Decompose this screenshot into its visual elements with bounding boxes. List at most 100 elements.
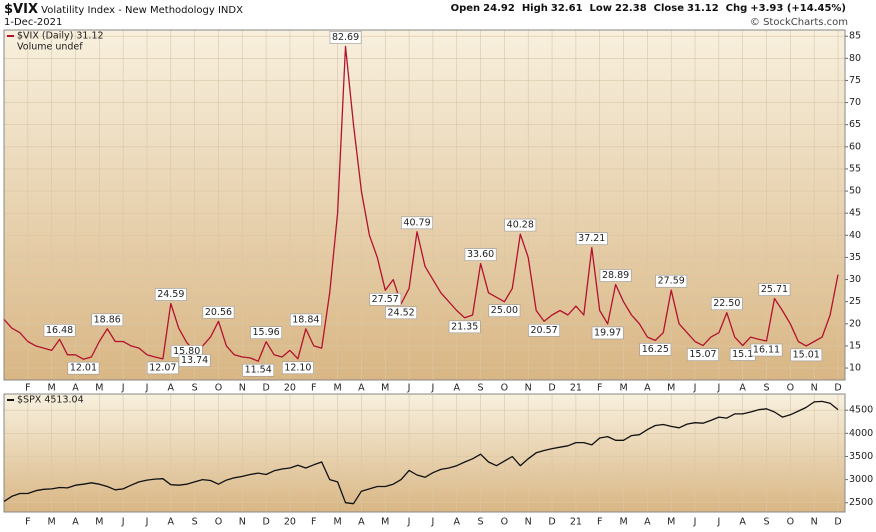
x-tick-label: A	[644, 517, 651, 528]
value-label-box	[178, 354, 211, 367]
value-label-box	[528, 323, 561, 337]
x-tick-label: O	[787, 383, 794, 394]
x-tick-label: M	[333, 383, 341, 394]
x-tick-label: 21	[570, 383, 582, 394]
value-label-text: 22.50	[713, 298, 740, 309]
value-label-text: 40.28	[507, 220, 534, 231]
x-tick-label: J	[121, 517, 125, 528]
x-tick-label: F	[25, 517, 30, 528]
y-tick-label: 4000	[849, 428, 873, 439]
value-label-text: 15.07	[689, 349, 716, 360]
x-tick-label: S	[478, 517, 484, 528]
x-tick-label: J	[693, 517, 697, 528]
value-label-box	[289, 313, 322, 327]
y-tick-label: 10	[849, 363, 861, 374]
value-label-box	[202, 306, 235, 319]
x-tick-label: A	[358, 517, 365, 528]
value-label-text: 25.71	[761, 284, 788, 295]
x-tick-label: O	[215, 517, 222, 528]
x-tick-label: A	[358, 383, 365, 394]
symbol: $VIX	[4, 2, 38, 17]
value-label-box	[687, 348, 719, 361]
x-tick-label: M	[48, 383, 56, 394]
value-label-box	[448, 320, 481, 334]
x-tick-label: M	[381, 517, 389, 528]
quote-row: Open 24.92 High 32.61 Low 22.38 Close 31.12 Chg +…	[444, 3, 846, 14]
x-tick-label: F	[311, 517, 316, 528]
x-tick-label: A	[739, 517, 746, 528]
x-tick-label: 20	[284, 517, 296, 528]
y-tick-label: 85	[849, 31, 861, 42]
value-label: 12.10	[281, 361, 314, 375]
x-tick-label: J	[145, 517, 149, 528]
legend-label: $SPX 4513.04	[17, 395, 84, 406]
exchange: INDX	[217, 5, 243, 16]
x-tick-label: D	[834, 383, 841, 394]
x-tick-label: M	[381, 383, 389, 394]
quote-label: Open	[450, 3, 481, 14]
x-tick-label: M	[667, 383, 675, 394]
y-tick-label: 45	[849, 208, 861, 219]
value-label-text: 27.59	[658, 276, 685, 287]
x-tick-label: J	[121, 383, 125, 394]
y-tick-label: 4500	[849, 405, 873, 416]
value-label: 16.25	[639, 343, 672, 356]
x-tick-label: J	[716, 383, 720, 394]
quote-value: 24.92	[483, 3, 515, 14]
x-tick-label: J	[407, 383, 411, 394]
value-label-box	[401, 216, 433, 230]
value-label-text: 12.07	[149, 362, 176, 373]
x-tick-label: J	[693, 383, 697, 394]
x-tick-label: S	[192, 517, 198, 528]
x-tick-label: N	[239, 383, 246, 394]
value-label-text: 16.11	[753, 345, 780, 356]
value-label-box	[488, 304, 521, 317]
series-line	[3, 400, 839, 505]
value-label: 40.28	[504, 218, 537, 232]
x-tick-label: O	[501, 383, 508, 394]
x-tick-label: S	[763, 517, 769, 528]
value-label: 27.59	[655, 274, 688, 288]
instrument-name: Volatility Index - New Methodology	[41, 5, 215, 16]
value-label-text: 33.60	[467, 249, 494, 260]
value-label-text: 13.74	[181, 355, 208, 366]
value-label-text: 15.01	[793, 349, 820, 360]
x-tick-label: J	[431, 383, 435, 394]
x-tick-label: M	[667, 517, 675, 528]
x-tick-label: S	[478, 383, 484, 394]
x-tick-label: J	[407, 517, 411, 528]
value-label-box	[67, 361, 100, 375]
x-tick-label: O	[501, 517, 508, 528]
value-label-text: 12.01	[70, 363, 97, 374]
x-tick-label: M	[48, 517, 56, 528]
value-label: 20.56	[202, 306, 235, 319]
x-tick-label: F	[597, 517, 602, 528]
y-tick-label: 65	[849, 119, 861, 130]
value-label: 28.89	[599, 269, 632, 282]
plot-frame	[3, 393, 846, 513]
y-tick-label: 25	[849, 296, 861, 307]
value-label-text: 19.97	[594, 327, 621, 338]
quote-value: +3.93 (+14.45%)	[750, 3, 846, 14]
x-tick-label: M	[95, 517, 103, 528]
legend-label: $VIX (Daily) 31.12	[17, 31, 104, 42]
value-label: 13.74	[178, 354, 211, 367]
note: Volume undef	[17, 42, 83, 53]
x-tick-label: A	[453, 517, 460, 528]
x-tick-label: M	[95, 383, 103, 394]
y-tick-label: 15	[849, 340, 861, 351]
value-label-text: 16.25	[642, 344, 669, 355]
plot-frame	[3, 29, 846, 381]
value-label: 18.84	[289, 313, 322, 327]
series-line	[3, 45, 839, 362]
value-label-box	[710, 297, 743, 311]
value-label-box	[250, 326, 283, 339]
x-tick-label: O	[215, 383, 222, 394]
value-label: 18.86	[91, 313, 124, 327]
y-tick-label: 20	[849, 318, 861, 329]
x-tick-label: A	[453, 383, 460, 394]
x-tick-label: N	[811, 517, 818, 528]
value-label: 37.21	[575, 232, 608, 245]
value-label-text: 24.52	[388, 307, 415, 318]
value-label: 22.50	[710, 297, 743, 311]
